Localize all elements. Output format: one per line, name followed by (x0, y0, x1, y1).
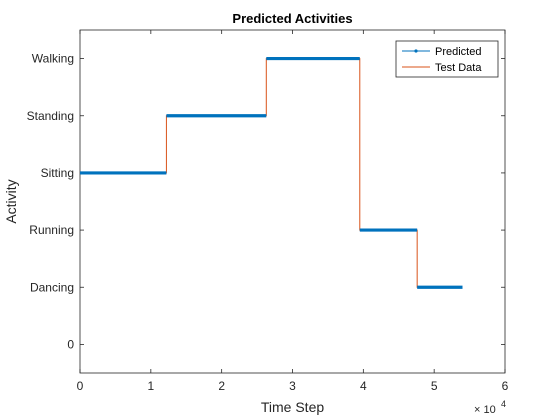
chart-title: Predicted Activities (232, 11, 352, 26)
x-tick-label: 4 (360, 379, 367, 393)
series-layer (80, 56, 463, 289)
legend-label-test-data: Test Data (435, 62, 482, 74)
legend-marker-predicted (414, 49, 418, 53)
x-tick-label: 3 (289, 379, 296, 393)
x-axis-label: Time Step (261, 399, 324, 415)
x-tick-label: 1 (147, 379, 154, 393)
y-tick-labels: 0 Dancing Running Sitting Standing Walking (27, 52, 75, 352)
y-tick-label: Sitting (41, 166, 74, 180)
plot-area (79, 29, 506, 374)
x-tick-label: 6 (502, 379, 509, 393)
x-exponent-power: 4 (501, 399, 506, 409)
legend-box (395, 40, 499, 78)
y-tick-label: Dancing (30, 280, 74, 294)
legend-label-predicted: Predicted (435, 46, 481, 58)
x-tick-label: 5 (431, 379, 438, 393)
legend: Predicted Test Data (395, 40, 499, 78)
x-axis-exponent: × 10 4 (474, 399, 506, 416)
y-axis-label: Activity (3, 179, 19, 223)
x-tick-label: 0 (77, 379, 84, 393)
y-tick-label: Running (29, 223, 74, 237)
x-tick-label: 2 (218, 379, 225, 393)
y-tick-label: 0 (67, 337, 74, 351)
x-exponent-base: × 10 (474, 404, 496, 416)
y-tick-label: Walking (32, 52, 74, 66)
y-tick-label: Standing (27, 109, 74, 123)
x-tick-labels: 0 1 2 3 4 5 6 (77, 379, 509, 393)
axis-ticks (79, 30, 506, 373)
